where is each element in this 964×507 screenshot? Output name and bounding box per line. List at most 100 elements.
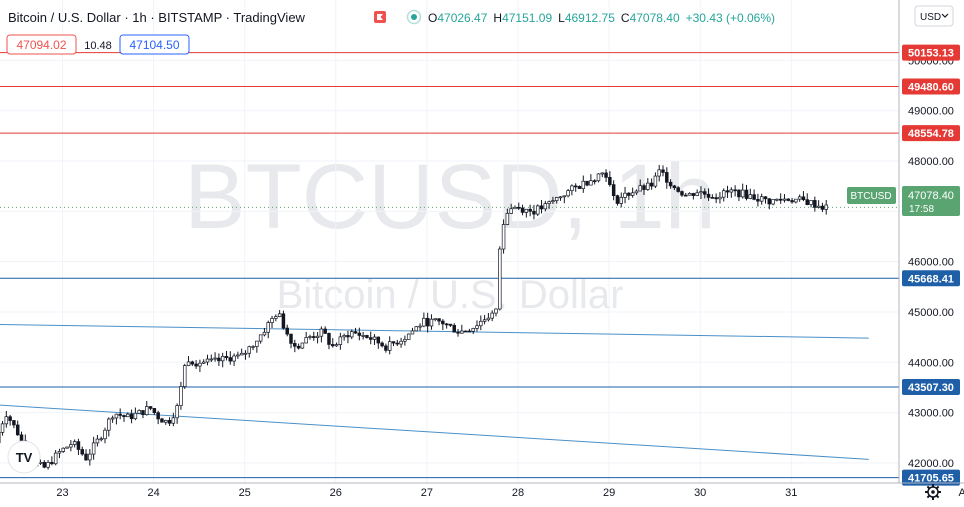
chevron-down-icon <box>941 13 949 18</box>
candle-body <box>213 357 217 360</box>
candle-body <box>300 342 305 349</box>
candle-body <box>308 336 312 338</box>
market-status-icon[interactable] <box>406 9 422 25</box>
candle-body <box>535 205 540 215</box>
candle-body <box>517 206 521 209</box>
candle-body <box>129 413 134 420</box>
candle-body <box>368 337 373 340</box>
candle-body <box>122 415 126 418</box>
candle-body <box>676 187 680 192</box>
candle-body <box>551 200 555 203</box>
price-tick-label: 43000.00 <box>908 408 954 420</box>
candle-body <box>524 208 529 213</box>
resistance-label: 48554.78 <box>908 128 954 140</box>
candle-body <box>220 356 225 362</box>
time-tick-label: Apr <box>959 487 964 499</box>
candle-body <box>327 333 331 345</box>
currency-selector[interactable]: USD <box>914 5 954 27</box>
price-tick-label: 42000.00 <box>908 458 954 470</box>
candle-body <box>289 333 293 344</box>
time-scale-bg[interactable] <box>0 483 899 507</box>
gear-icon[interactable] <box>925 484 941 500</box>
candle-body <box>152 408 157 414</box>
time-tick-label: 27 <box>421 487 433 499</box>
candle-body <box>467 330 472 333</box>
resistance-label-bg <box>902 44 960 61</box>
candle-body <box>661 169 665 173</box>
candle-body <box>182 365 187 387</box>
candle-body <box>509 208 513 214</box>
candle-body <box>646 182 650 190</box>
candle-body <box>76 441 81 450</box>
candle-body <box>733 189 737 192</box>
candle-body <box>331 344 335 347</box>
candle-body <box>615 195 620 204</box>
chart-title[interactable]: Bitcoin / U.S. Dollar · 1h · BITSTAMP · … <box>8 10 306 25</box>
trendline[interactable] <box>0 324 869 339</box>
candle-body <box>315 335 320 338</box>
buy-button[interactable]: 47104.50 <box>119 34 190 55</box>
candle-body <box>148 406 153 409</box>
support-label-bg <box>902 270 960 287</box>
watermark-symbol: BTCUSD, 1h <box>184 146 716 248</box>
candle-body <box>42 461 47 468</box>
tradingview-logo[interactable]: TV <box>7 440 41 474</box>
candle-body <box>387 341 392 351</box>
candle-body <box>53 452 58 465</box>
candle-body <box>163 420 168 423</box>
candle-body <box>756 199 760 202</box>
support-label: 45668.41 <box>908 273 954 285</box>
candle-body <box>8 416 12 421</box>
price-tick-label: 49000.00 <box>908 106 954 118</box>
candle-body <box>596 173 601 182</box>
candle-body <box>740 189 745 198</box>
candle-body <box>95 438 100 444</box>
spread: 10.48 <box>84 40 112 52</box>
candle-body <box>118 413 122 416</box>
candle-body <box>790 200 794 203</box>
candle-body <box>721 190 726 198</box>
time-tick-label: 24 <box>147 487 159 499</box>
time-tick-label: 28 <box>512 487 524 499</box>
candle-body <box>228 357 233 362</box>
candle-body <box>775 198 779 201</box>
candle-body <box>160 418 164 423</box>
candle-body <box>171 417 176 424</box>
candle-body <box>285 327 289 335</box>
candle-body <box>695 192 699 196</box>
candle-body <box>277 313 282 317</box>
candle-body <box>323 328 327 334</box>
candle-body <box>513 206 517 210</box>
candle-body <box>46 462 50 468</box>
candle-body <box>638 185 642 192</box>
candle-body <box>444 323 449 326</box>
candle-body <box>110 417 115 420</box>
current-price-tag: BTCUSD 47078.40 17:58 <box>847 186 960 216</box>
resistance-label: 50153.13 <box>908 48 954 60</box>
flag-icon[interactable] <box>374 11 386 23</box>
candle-body <box>456 331 460 334</box>
time-scale: 23 24 25 26 27 28 29 30 31 Apr <box>56 487 964 499</box>
time-tick-label: 26 <box>330 487 342 499</box>
candle-body <box>752 194 756 200</box>
candle-body <box>167 420 172 424</box>
candle-body <box>642 185 646 190</box>
bid-price: 47094.02 <box>16 38 66 52</box>
candle-body <box>452 325 456 333</box>
candle-body <box>494 308 498 314</box>
price-tag-countdown: 17:58 <box>909 204 934 215</box>
currency-label: USD <box>920 12 941 23</box>
resistance-label-bg <box>902 125 960 142</box>
candle-body <box>179 386 183 406</box>
candle-body <box>266 322 270 333</box>
price-tick-label: 45000.00 <box>908 307 954 319</box>
candle-body <box>0 423 5 433</box>
candle-body <box>657 169 661 177</box>
candle-body <box>805 199 809 205</box>
candle-body <box>718 196 722 200</box>
candle-body <box>600 172 605 175</box>
sell-button[interactable]: 47094.02 <box>6 34 77 55</box>
grid-lines <box>0 0 899 483</box>
